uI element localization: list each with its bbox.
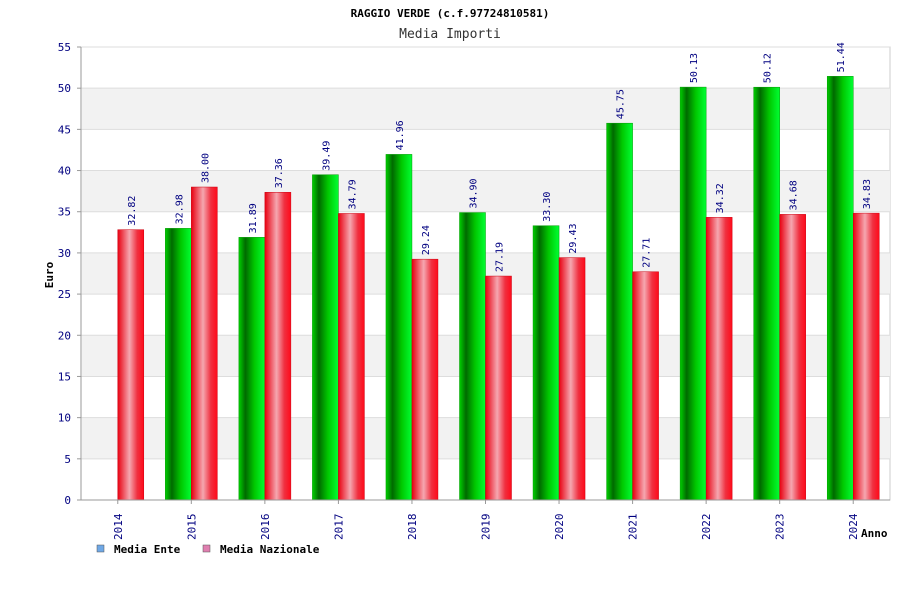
- value-label: 37.36: [274, 158, 285, 188]
- value-label: 34.32: [715, 183, 726, 213]
- bar-nazionale-2024: [852, 212, 880, 501]
- legend-swatch: [96, 544, 105, 553]
- bar-nazionale-2016: [264, 192, 292, 501]
- value-label: 51.44: [836, 42, 847, 72]
- legend-swatch: [202, 544, 211, 553]
- value-labels: 32.82 32.98 38.00 31.89 37.36 39.49 34.79 41.96…: [127, 42, 873, 272]
- value-label: 29.43: [568, 223, 579, 253]
- bar-ente-2019: [459, 212, 486, 501]
- value-label: 41.96: [395, 120, 406, 150]
- y-tick-label: 50: [58, 82, 71, 95]
- legend-label: Media Nazionale: [220, 543, 320, 556]
- value-label: 27.19: [495, 242, 506, 272]
- y-tick-label: 55: [58, 41, 71, 54]
- x-tick-label: 2014: [112, 513, 125, 540]
- bar-ente-2020: [532, 225, 560, 501]
- y-tick-label: 0: [64, 494, 71, 507]
- value-label: 34.79: [347, 179, 358, 209]
- legend-label: Media Ente: [114, 543, 181, 556]
- x-tick-label: 2015: [185, 514, 198, 541]
- x-tick-label: 2017: [332, 514, 345, 541]
- bar-nazionale-2018: [411, 258, 439, 501]
- y-tick-label: 40: [58, 165, 71, 178]
- x-tick-label: 2019: [480, 514, 493, 541]
- bar-ente-2016: [238, 237, 266, 501]
- x-tick-label: 2020: [553, 514, 566, 541]
- bars: [117, 76, 880, 501]
- y-tick-label: 35: [58, 206, 71, 219]
- value-label: 38.00: [200, 153, 211, 183]
- y-tick-label: 15: [58, 370, 71, 383]
- bar-nazionale-2023: [779, 214, 806, 501]
- value-label: 50.13: [689, 53, 700, 83]
- value-label: 29.24: [421, 225, 432, 255]
- value-label: 32.98: [174, 194, 185, 224]
- bar-ente-2015: [165, 228, 192, 501]
- bar-ente-2017: [312, 174, 339, 501]
- chart-title: RAGGIO VERDE (c.f.97724810581): [351, 7, 550, 20]
- bar-ente-2021: [606, 122, 633, 501]
- bar-nazionale-2021: [632, 271, 659, 501]
- x-tick-label: 2016: [259, 514, 272, 541]
- x-axis-label: Anno: [861, 527, 888, 540]
- chart-subtitle: Media Importi: [399, 27, 501, 42]
- value-label: 45.75: [616, 89, 627, 119]
- bar-nazionale-2015: [191, 186, 218, 501]
- value-label: 31.89: [248, 203, 259, 233]
- bar-nazionale-2019: [485, 275, 512, 501]
- y-tick-label: 45: [58, 123, 71, 136]
- value-label: 39.49: [321, 141, 332, 171]
- y-tick-label: 5: [64, 453, 71, 466]
- y-tick-label: 10: [58, 412, 71, 425]
- bar-nazionale-2014: [117, 229, 145, 501]
- bar-ente-2024: [826, 76, 854, 501]
- value-label: 27.71: [642, 238, 653, 268]
- value-label: 50.12: [763, 53, 774, 83]
- y-tick-label: 20: [58, 329, 71, 342]
- value-label: 34.83: [862, 179, 873, 209]
- value-label: 33.30: [542, 192, 553, 222]
- bar-nazionale-2022: [705, 217, 733, 501]
- y-tick-label: 25: [58, 288, 71, 301]
- y-axis-label: Euro: [43, 261, 56, 288]
- x-tick-label: 2022: [700, 514, 713, 541]
- bar-ente-2018: [385, 154, 413, 501]
- legend: Media Ente Media Nazionale: [96, 543, 320, 556]
- value-label: 32.82: [127, 196, 138, 226]
- value-label: 34.90: [469, 178, 480, 208]
- y-axis: 0 5 10 15 20 25 30 35 40 45 50 55: [58, 41, 82, 507]
- x-axis: 2014 2015 2016 2017 2018 2019 2020 2021 2022 2023…: [81, 499, 890, 541]
- bar-ente-2023: [753, 86, 780, 501]
- y-tick-label: 30: [58, 247, 71, 260]
- bar-ente-2022: [679, 86, 707, 501]
- x-tick-label: 2023: [774, 514, 787, 541]
- bar-nazionale-2020: [558, 257, 586, 501]
- x-tick-label: 2018: [406, 514, 419, 541]
- x-tick-label: 2021: [627, 514, 640, 541]
- bar-nazionale-2017: [338, 213, 365, 501]
- value-label: 34.68: [789, 180, 800, 210]
- x-tick-label: 2024: [847, 513, 860, 540]
